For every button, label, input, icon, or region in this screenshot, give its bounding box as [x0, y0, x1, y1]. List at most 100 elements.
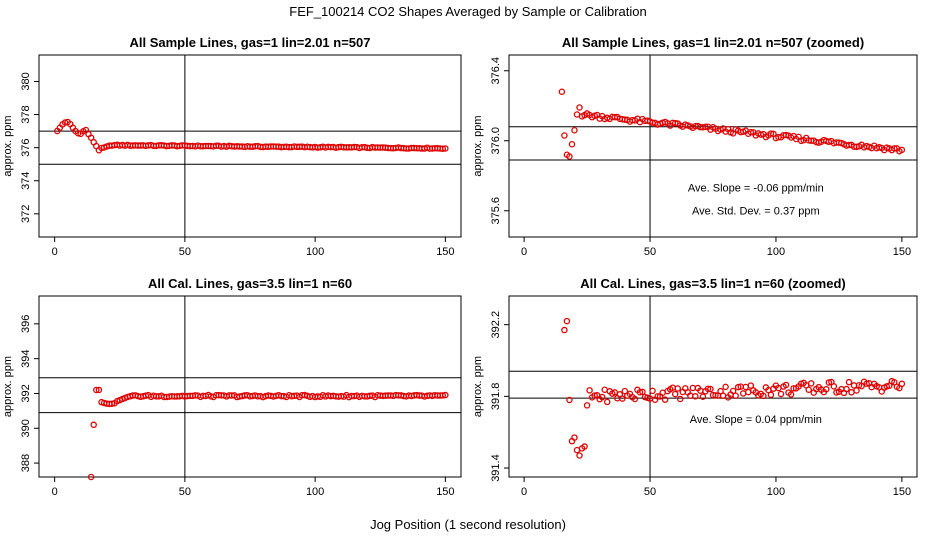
y-tick-label: 372 — [20, 205, 32, 223]
data-point — [699, 393, 707, 400]
data-point — [74, 129, 82, 137]
x-tick-label: 100 — [767, 246, 785, 258]
plot-frame — [508, 295, 918, 478]
x-tick-label: 0 — [521, 246, 527, 258]
data-point — [639, 388, 646, 396]
chart-panel-1: All Sample Lines, gas=1 lin=2.01 n=507 0 5… — [2, 35, 462, 258]
data-point — [571, 127, 578, 134]
y-tick-label: 396 — [20, 315, 32, 333]
x-tick-label: 0 — [52, 486, 58, 498]
data-point — [566, 396, 573, 404]
data-point — [619, 395, 626, 402]
y-tick-label: 374 — [20, 172, 32, 190]
data-point — [598, 393, 606, 401]
data-point — [767, 130, 775, 137]
x-tick-label: 100 — [306, 246, 324, 258]
y-tick-label: 388 — [20, 454, 32, 472]
plot-frame — [508, 54, 918, 238]
data-point — [747, 382, 755, 389]
data-point — [677, 395, 684, 403]
data-point — [830, 383, 838, 390]
data-point — [95, 386, 103, 394]
data-point — [760, 392, 767, 400]
data-point — [654, 393, 661, 400]
data-point — [661, 396, 669, 403]
annotation-text: Ave. Std. Dev. = 0.37 ppm — [692, 205, 820, 217]
data-point — [576, 104, 583, 111]
data-point — [568, 140, 576, 148]
y-tick-label: 391.8 — [490, 383, 502, 411]
data-point — [712, 392, 719, 399]
data-point — [581, 443, 588, 450]
data-point — [805, 386, 812, 393]
data-point — [576, 452, 583, 459]
data-point — [674, 385, 681, 392]
y-tick-label: 375.6 — [490, 197, 502, 225]
x-tick-label: 150 — [893, 246, 911, 258]
x-tick-label: 50 — [644, 246, 656, 258]
y-tick-label: 394 — [20, 349, 32, 367]
data-point — [636, 388, 644, 396]
panel-title: All Cal. Lines, gas=3.5 lin=1 n=60 (zoom… — [580, 276, 846, 291]
data-point — [767, 391, 775, 399]
annotation-text: Ave. Slope = -0.06 ppm/min — [688, 183, 824, 195]
page-title: FEF_100214 CO2 Shapes Averaged by Sample… — [289, 4, 647, 19]
x-axis-label: Jog Position (1 second resolution) — [370, 517, 566, 532]
y-tick-label: 390 — [20, 419, 32, 437]
y-tick-label: 376.4 — [490, 57, 502, 85]
data-point — [807, 380, 815, 387]
data-point — [702, 123, 709, 131]
panel-title: All Cal. Lines, gas=3.5 lin=1 n=60 — [148, 276, 352, 291]
y-axis-label: approx. ppm — [472, 356, 484, 417]
data-point — [631, 395, 639, 403]
y-tick-label: 392.2 — [490, 311, 502, 339]
y-tick-label: 376 — [20, 138, 32, 156]
data-point — [583, 402, 591, 409]
data-point — [671, 119, 679, 127]
data-point — [561, 326, 568, 334]
data-point — [734, 383, 742, 391]
data-point — [747, 128, 755, 136]
y-axis-label: approx. ppm — [2, 115, 14, 176]
data-point — [90, 421, 97, 429]
data-point — [782, 381, 790, 389]
plot-frame — [38, 295, 462, 478]
data-point — [739, 390, 747, 397]
data-point — [704, 385, 712, 393]
x-tick-label: 150 — [893, 486, 911, 498]
data-point — [439, 392, 447, 399]
data-point — [898, 146, 906, 154]
data-point — [825, 379, 833, 386]
data-point — [732, 392, 739, 400]
data-point — [845, 378, 853, 386]
data-point — [603, 398, 611, 406]
data-point — [442, 391, 449, 399]
data-point — [586, 387, 593, 394]
x-tick-label: 150 — [436, 246, 454, 258]
data-point — [787, 391, 795, 398]
data-point — [891, 145, 898, 152]
data-point — [843, 385, 850, 393]
panel-title: All Sample Lines, gas=1 lin=2.01 n=507 — [130, 35, 371, 50]
chart-panel-4: All Cal. Lines, gas=3.5 lin=1 n=60 (zoom… — [472, 276, 918, 498]
plot-frame — [38, 54, 462, 238]
data-point — [729, 387, 737, 395]
data-point — [563, 317, 571, 325]
data-point — [823, 385, 830, 393]
x-tick-label: 100 — [767, 486, 785, 498]
data-point — [442, 145, 449, 152]
annotation-text: Ave. Slope = 0.04 ppm/min — [690, 414, 822, 426]
y-tick-label: 391.4 — [490, 454, 502, 482]
data-point — [87, 473, 95, 481]
data-point — [777, 390, 785, 398]
data-point — [692, 393, 699, 400]
data-point — [93, 386, 100, 394]
x-tick-label: 50 — [644, 486, 656, 498]
chart-panel-3: All Cal. Lines, gas=3.5 lin=1 n=60 0 50 100… — [2, 276, 462, 498]
data-point — [898, 380, 906, 388]
x-tick-label: 0 — [52, 246, 58, 258]
x-tick-label: 50 — [179, 486, 191, 498]
data-point — [558, 88, 566, 96]
data-point — [853, 387, 860, 394]
